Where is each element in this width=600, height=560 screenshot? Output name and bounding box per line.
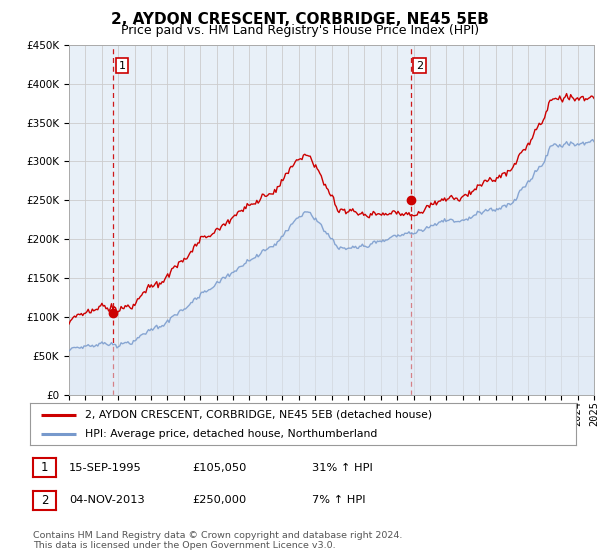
Text: Price paid vs. HM Land Registry's House Price Index (HPI): Price paid vs. HM Land Registry's House … xyxy=(121,24,479,37)
Text: 2: 2 xyxy=(416,60,423,71)
Text: 2: 2 xyxy=(41,493,48,507)
Text: HPI: Average price, detached house, Northumberland: HPI: Average price, detached house, Nort… xyxy=(85,429,377,439)
Text: £250,000: £250,000 xyxy=(192,495,246,505)
Text: 2, AYDON CRESCENT, CORBRIDGE, NE45 5EB (detached house): 2, AYDON CRESCENT, CORBRIDGE, NE45 5EB (… xyxy=(85,409,432,419)
Text: 15-SEP-1995: 15-SEP-1995 xyxy=(69,463,142,473)
Text: 1: 1 xyxy=(118,60,125,71)
Text: 7% ↑ HPI: 7% ↑ HPI xyxy=(312,495,365,505)
Text: 2, AYDON CRESCENT, CORBRIDGE, NE45 5EB: 2, AYDON CRESCENT, CORBRIDGE, NE45 5EB xyxy=(111,12,489,27)
Text: 31% ↑ HPI: 31% ↑ HPI xyxy=(312,463,373,473)
Text: £105,050: £105,050 xyxy=(192,463,247,473)
Text: 1: 1 xyxy=(41,461,48,474)
Text: 04-NOV-2013: 04-NOV-2013 xyxy=(69,495,145,505)
Text: Contains HM Land Registry data © Crown copyright and database right 2024.
This d: Contains HM Land Registry data © Crown c… xyxy=(33,531,403,550)
